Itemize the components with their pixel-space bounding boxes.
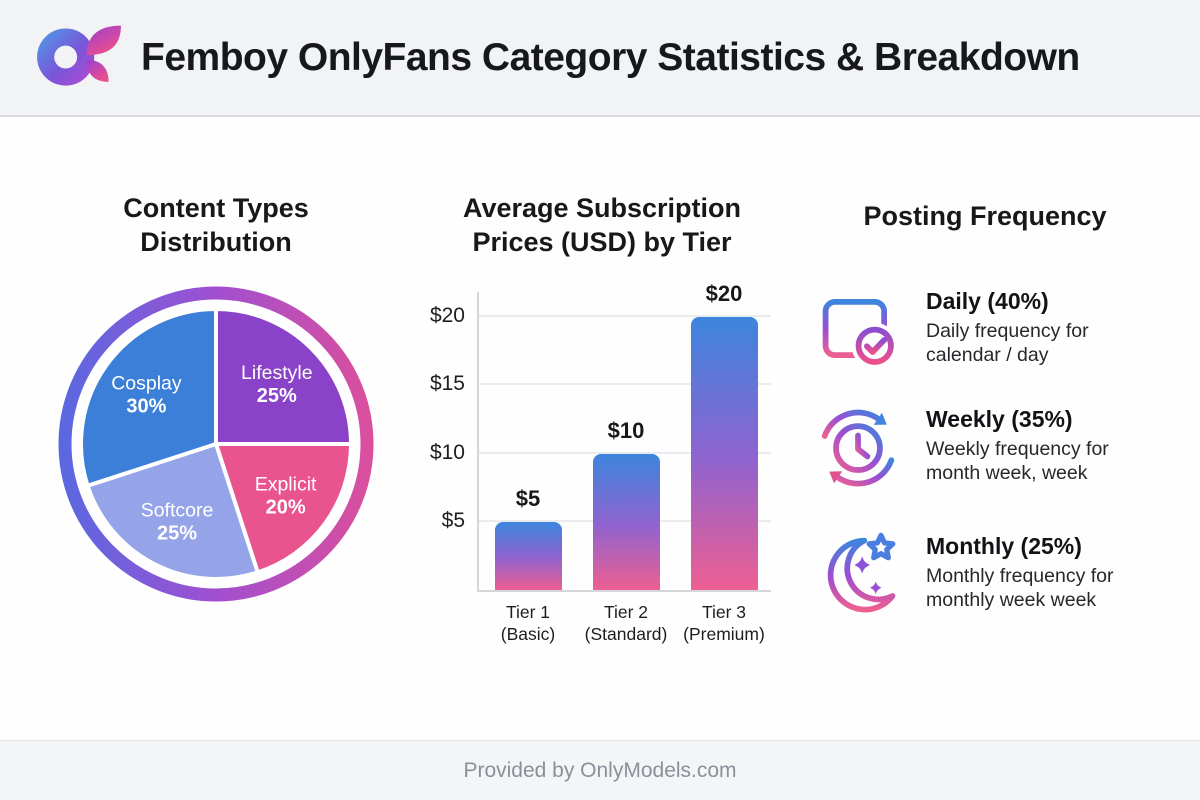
content-types-pie-chart: Lifestyle 25% Explicit 20% Softcore 25% Cospla… — [51, 279, 381, 609]
main-content: Content Types Distribution Lifestyle 25% E… — [0, 117, 1200, 740]
frequency-description: Monthly frequency for monthly week week — [926, 565, 1114, 611]
frequency-section-title: Posting Frequency — [863, 201, 1107, 231]
y-axis-tick-label: $10 — [429, 440, 465, 464]
footer: Provided by OnlyModels.com — [0, 740, 1200, 800]
pie-slice-lifestyle — [214, 307, 353, 446]
calendar-check-icon — [822, 291, 898, 369]
x-axis-category-label: Tier 3 (Premium) — [683, 602, 765, 644]
pie-slice-label: Softcore — [141, 500, 214, 522]
pie-section-title: Content Types Distribution — [123, 193, 309, 257]
header: Femboy OnlyFans Category Statistics & Br… — [0, 0, 1200, 117]
x-axis-category-label: Tier 2 (Standard) — [584, 602, 668, 644]
pie-slice-value: 25% — [257, 385, 297, 407]
pie-outer-ring — [58, 286, 374, 602]
y-axis-tick-label: $5 — [441, 508, 465, 532]
bar-section-title: Average Subscription Prices (USD) by Tie… — [462, 193, 742, 257]
gridline — [479, 315, 771, 318]
bar-value-label: $5 — [515, 485, 541, 511]
x-axis-category-label: Tier 1 (Basic) — [500, 602, 556, 644]
pie-slice-cosplay — [79, 307, 218, 488]
bar-value-label: $10 — [607, 417, 645, 443]
bar-tier-2-standard- — [592, 453, 660, 590]
subscription-prices-bar-chart: $5 $10 $15 $20 $5 Tier 1 (Basic) $10 Tier 2 (Stan… — [430, 281, 771, 644]
pie-slice-explicit — [214, 442, 353, 575]
onlyfans-logo-icon — [37, 25, 121, 86]
moon-stars-icon — [827, 532, 896, 613]
frequency-description: Weekly frequency for month week, week — [926, 438, 1109, 484]
gridline — [479, 451, 771, 454]
frequency-item-daily: Daily (40%) Daily frequency for calendar… — [812, 282, 1190, 374]
pie-slice-softcore — [85, 442, 260, 581]
pie-slice-label: Cosplay — [111, 373, 182, 395]
frequency-item-monthly: Monthly (25%) Monthly frequency for mont… — [812, 527, 1190, 619]
page-title: Femboy OnlyFans Category Statistics & Br… — [141, 35, 1080, 79]
gridline — [479, 383, 771, 386]
clock-refresh-icon — [821, 409, 895, 487]
pie-slice-value: 30% — [126, 396, 166, 418]
pie-slice-value: 20% — [266, 497, 306, 519]
frequency-description: Daily frequency for calendar / day — [926, 320, 1089, 366]
bar-value-label: $20 — [705, 281, 743, 307]
pie-slice-label: Lifestyle — [241, 362, 313, 384]
y-axis-tick-label: $20 — [429, 304, 465, 328]
pie-slice-label: Explicit — [255, 474, 317, 496]
bar-tier-3-premium- — [690, 317, 758, 590]
attribution-text: Provided by OnlyModels.com — [463, 758, 737, 782]
bar-tier-1-basic- — [494, 521, 562, 590]
pie-slice-value: 25% — [157, 523, 197, 545]
y-axis-tick-label: $15 — [429, 372, 465, 396]
frequency-label: Weekly (35%) — [926, 406, 1073, 432]
frequency-label: Daily (40%) — [926, 288, 1049, 314]
frequency-item-weekly: Weekly (35%) Weekly frequency for month … — [812, 400, 1190, 492]
frequency-label: Monthly (25%) — [926, 533, 1082, 559]
